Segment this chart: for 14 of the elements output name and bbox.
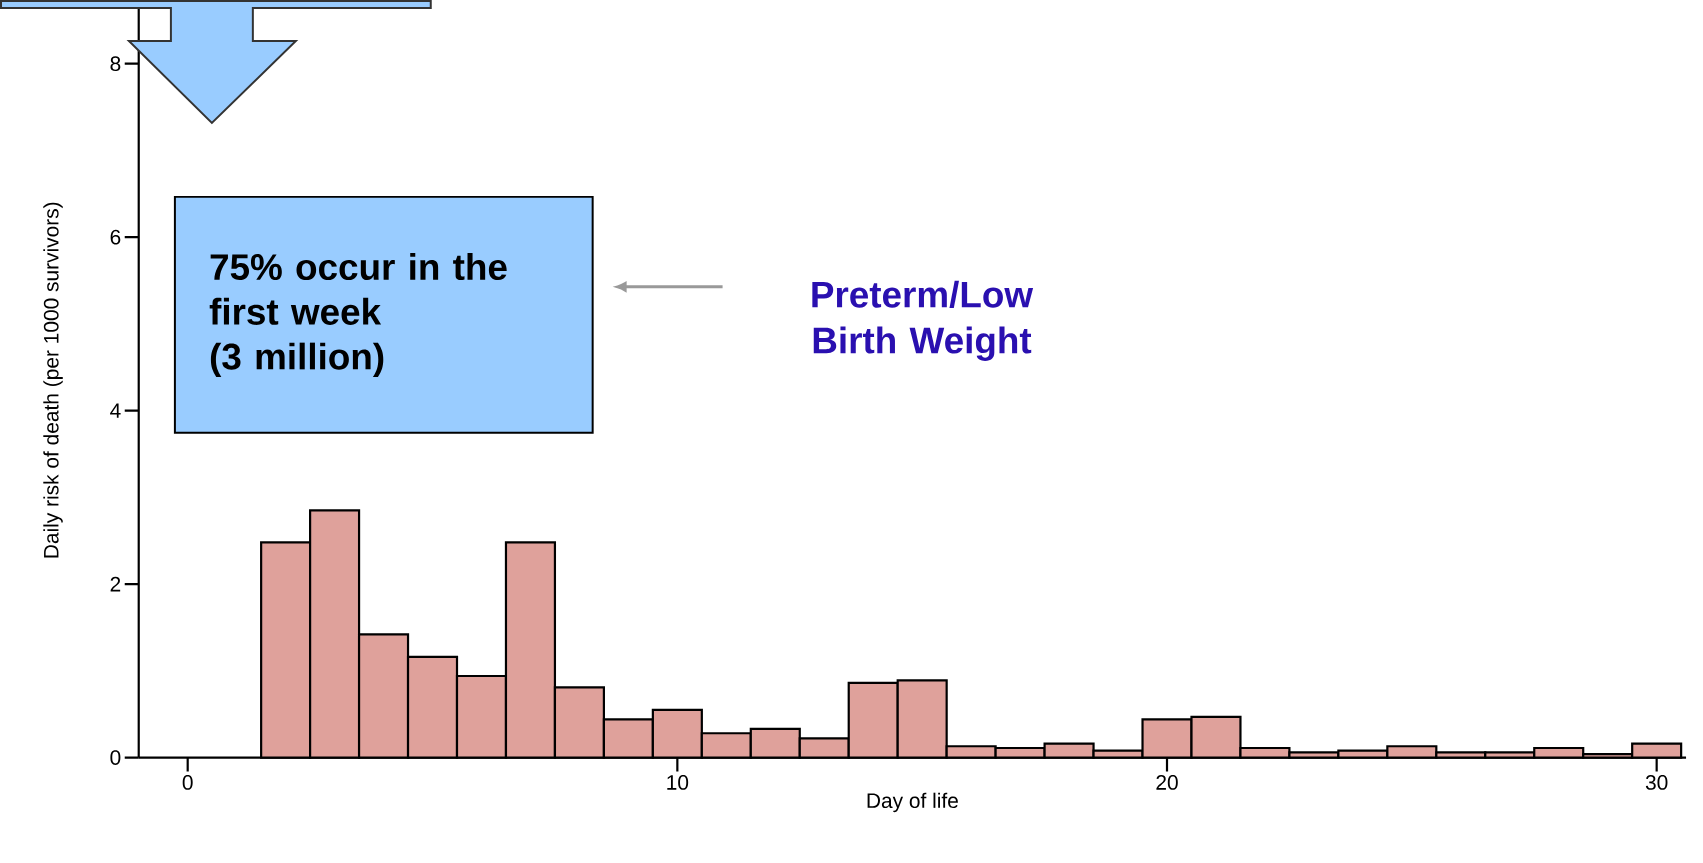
y-tick-label: 8 (110, 56, 121, 71)
y-axis-title: Daily risk of death (per 1000 survivors) (43, 202, 63, 558)
y-tick-label: 6 (110, 229, 121, 245)
x-tick-label: 20 (1156, 774, 1178, 790)
y-tick-label: 0 (110, 749, 121, 765)
y-tick-label: 4 (110, 403, 121, 418)
annotation: Preterm/Low Birth Weight (812, 280, 1034, 361)
y-tick-label: 2 (110, 576, 121, 592)
x-tick-label: 10 (667, 774, 689, 790)
x-tick-label: 30 (1645, 774, 1668, 790)
annotation: (3 million) (210, 342, 384, 377)
x-axis-title: Day of life (867, 792, 958, 812)
x-tick-label: 0 (182, 774, 193, 790)
annotation: 75% occur in the first week (209, 252, 507, 325)
